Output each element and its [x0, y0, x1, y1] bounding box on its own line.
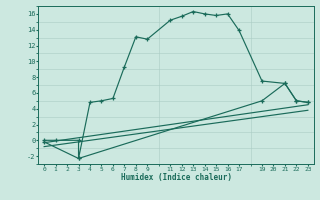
X-axis label: Humidex (Indice chaleur): Humidex (Indice chaleur): [121, 173, 231, 182]
